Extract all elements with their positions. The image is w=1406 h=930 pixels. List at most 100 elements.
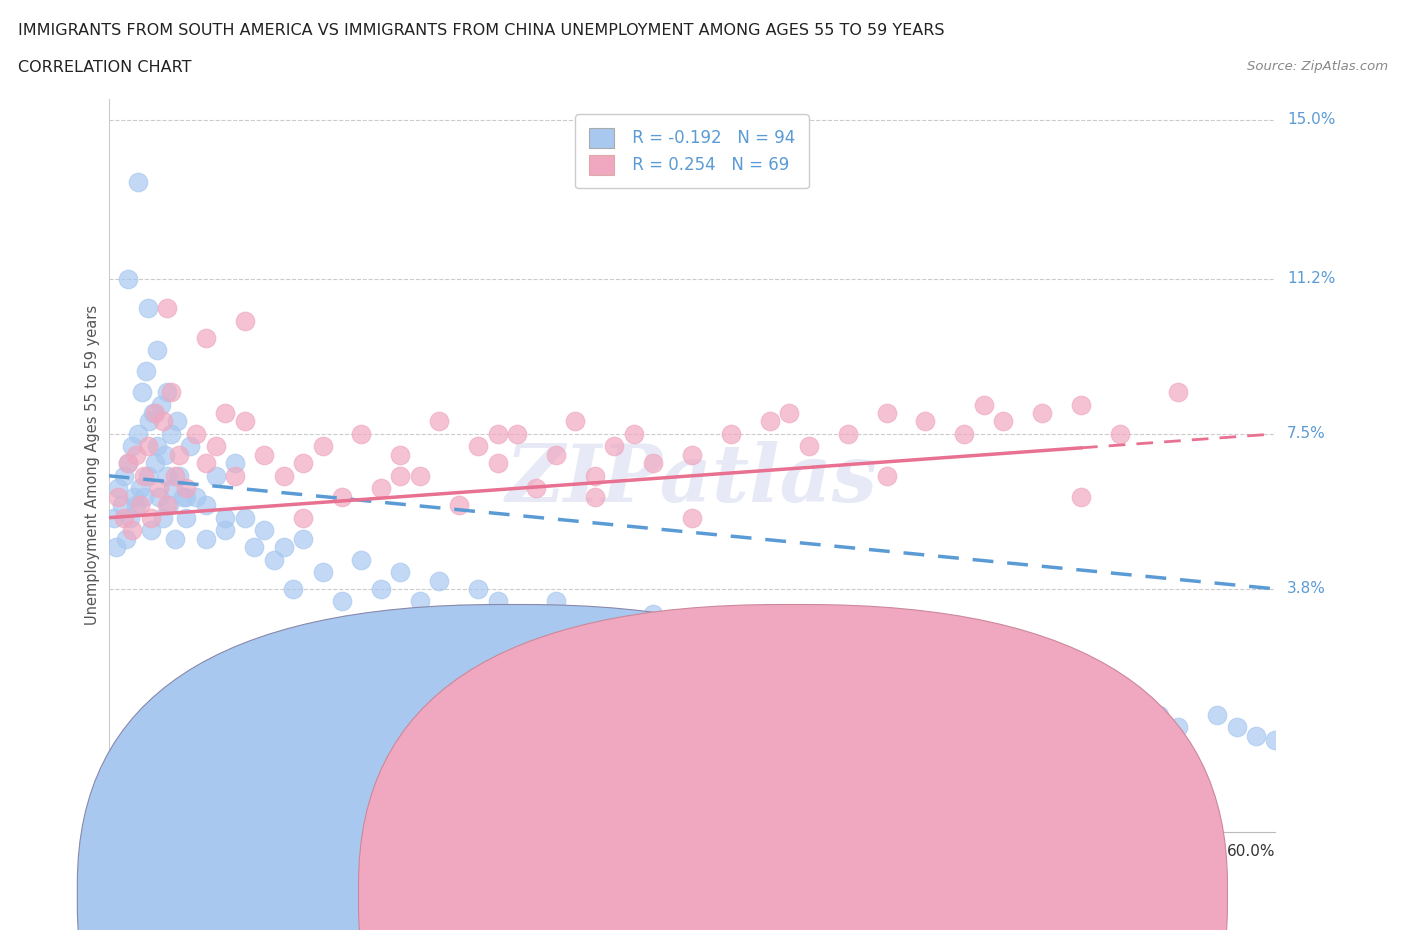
Point xyxy=(136,469,159,484)
Text: 3.8%: 3.8% xyxy=(1286,581,1326,596)
Point xyxy=(143,456,166,471)
Point xyxy=(117,456,139,471)
Point xyxy=(837,427,859,442)
Point xyxy=(292,456,315,471)
Point xyxy=(111,498,134,512)
Point xyxy=(152,511,174,525)
Y-axis label: Unemployment Among Ages 55 to 59 years: Unemployment Among Ages 55 to 59 years xyxy=(86,305,100,625)
Point xyxy=(506,623,529,638)
Point xyxy=(1147,707,1170,722)
Point xyxy=(138,414,160,429)
Point xyxy=(311,439,333,454)
Point xyxy=(214,511,236,525)
Point xyxy=(162,481,184,496)
Point xyxy=(447,606,470,621)
Point xyxy=(1031,690,1053,705)
Point xyxy=(1264,732,1286,747)
Point xyxy=(122,489,145,504)
Point xyxy=(273,469,295,484)
Point xyxy=(837,678,859,693)
Point xyxy=(214,405,236,420)
Point xyxy=(176,489,198,504)
Point xyxy=(233,511,256,525)
Point xyxy=(194,456,217,471)
Point xyxy=(720,648,742,663)
Point xyxy=(136,300,159,315)
Point xyxy=(194,531,217,546)
Point xyxy=(389,447,412,462)
Point xyxy=(146,439,169,454)
Point xyxy=(993,414,1015,429)
Text: Immigrants from China: Immigrants from China xyxy=(814,887,984,903)
Point xyxy=(176,481,198,496)
Point xyxy=(1011,698,1033,713)
Point xyxy=(125,498,148,512)
Point xyxy=(263,552,285,567)
Point xyxy=(136,439,159,454)
Point xyxy=(107,489,129,504)
Point xyxy=(128,498,150,512)
Point xyxy=(681,511,703,525)
Point xyxy=(115,531,138,546)
Point xyxy=(1226,720,1249,735)
Point xyxy=(1109,427,1132,442)
Point xyxy=(876,405,898,420)
Point xyxy=(1070,707,1092,722)
Point xyxy=(160,427,183,442)
Point xyxy=(167,469,190,484)
Point xyxy=(797,648,820,663)
Point xyxy=(156,300,179,315)
Point xyxy=(172,489,194,504)
Text: 7.5%: 7.5% xyxy=(1286,426,1326,442)
Point xyxy=(152,414,174,429)
Point xyxy=(623,427,645,442)
Point xyxy=(643,606,665,621)
Point xyxy=(176,511,198,525)
Point xyxy=(131,384,153,399)
Point xyxy=(1167,384,1189,399)
Point xyxy=(214,523,236,538)
Point xyxy=(759,414,782,429)
Point xyxy=(350,552,373,567)
Point xyxy=(233,414,256,429)
Point xyxy=(118,511,141,525)
Point xyxy=(409,594,432,609)
Point xyxy=(146,342,169,357)
Point xyxy=(105,539,128,554)
Point xyxy=(156,469,179,484)
Point xyxy=(121,523,143,538)
Text: Source: ZipAtlas.com: Source: ZipAtlas.com xyxy=(1247,60,1388,73)
Point xyxy=(506,427,529,442)
Point xyxy=(156,384,179,399)
Point xyxy=(186,489,208,504)
Point xyxy=(370,481,392,496)
Point xyxy=(389,469,412,484)
Point xyxy=(526,606,548,621)
Text: IMMIGRANTS FROM SOUTH AMERICA VS IMMIGRANTS FROM CHINA UNEMPLOYMENT AMONG AGES 5: IMMIGRANTS FROM SOUTH AMERICA VS IMMIGRA… xyxy=(18,23,945,38)
Point xyxy=(224,456,246,471)
Text: 11.2%: 11.2% xyxy=(1286,272,1336,286)
Point xyxy=(112,469,135,484)
Point xyxy=(564,414,586,429)
Point xyxy=(389,565,412,579)
Point xyxy=(141,511,163,525)
Point xyxy=(107,481,129,496)
Point xyxy=(350,427,373,442)
Point xyxy=(112,511,135,525)
Point xyxy=(204,469,226,484)
Point xyxy=(623,623,645,638)
Point xyxy=(253,447,276,462)
Point xyxy=(157,498,180,512)
Point xyxy=(700,623,723,638)
Point xyxy=(973,397,995,412)
Point xyxy=(973,678,995,693)
Point xyxy=(953,690,976,705)
Point xyxy=(194,498,217,512)
Point xyxy=(163,531,186,546)
Point xyxy=(486,594,509,609)
Point xyxy=(233,313,256,328)
Point xyxy=(603,615,626,630)
Point xyxy=(427,414,450,429)
Point xyxy=(135,364,157,379)
Point xyxy=(953,427,976,442)
